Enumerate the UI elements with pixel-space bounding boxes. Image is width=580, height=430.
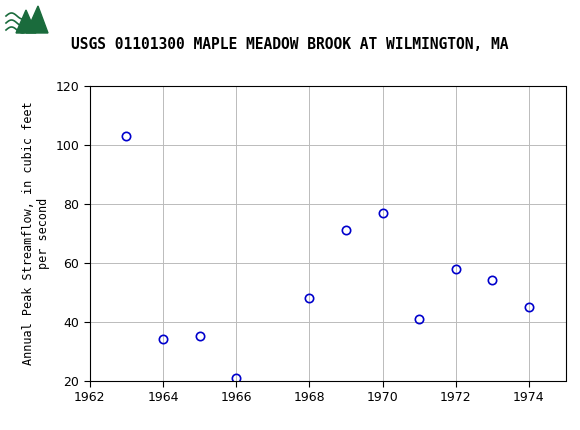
- Text: USGS 01101300 MAPLE MEADOW BROOK AT WILMINGTON, MA: USGS 01101300 MAPLE MEADOW BROOK AT WILM…: [71, 37, 509, 52]
- Polygon shape: [26, 6, 48, 33]
- Y-axis label: Annual Peak Streamflow, in cubic feet
per second: Annual Peak Streamflow, in cubic feet pe…: [22, 101, 50, 365]
- Polygon shape: [16, 10, 36, 33]
- Text: USGS: USGS: [54, 10, 110, 28]
- Bar: [4, 3, 48, 35]
